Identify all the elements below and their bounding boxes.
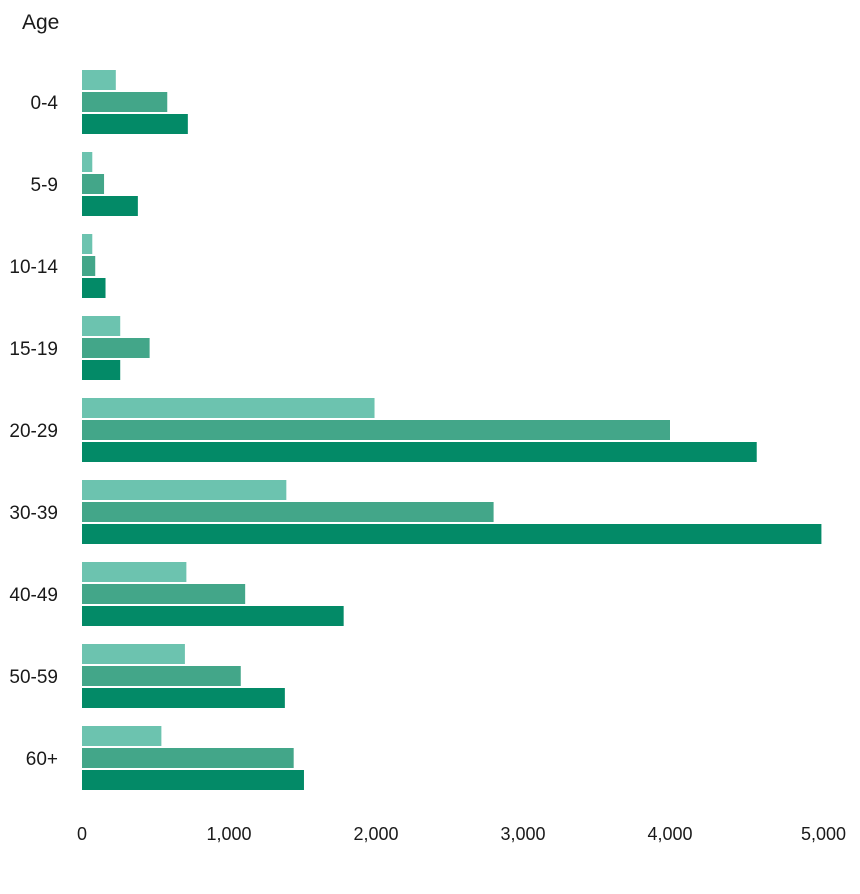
bar-60+-series-1 bbox=[82, 726, 162, 746]
x-tick-label: 1,000 bbox=[206, 824, 251, 844]
bar-10-14-series-2 bbox=[82, 256, 96, 276]
bar-40-49-series-3 bbox=[82, 606, 344, 626]
category-labels: 0-4 5-9 10-14 15-19 20-29 30-39 40-49 50-59 60+ bbox=[9, 93, 58, 770]
category-label: 0-4 bbox=[31, 93, 59, 114]
bar-10-14-series-1 bbox=[82, 234, 93, 254]
bar-10-14-series-3 bbox=[82, 278, 106, 298]
category-label: 20-29 bbox=[9, 421, 58, 442]
bar-20-29-series-1 bbox=[82, 398, 375, 418]
bar-15-19-series-3 bbox=[82, 360, 121, 380]
bar-20-29-series-3 bbox=[82, 442, 757, 462]
bar-0-4-series-3 bbox=[82, 114, 188, 134]
bar-50-59-series-3 bbox=[82, 688, 285, 708]
bar-5-9-series-3 bbox=[82, 196, 138, 216]
bar-50-59-series-2 bbox=[82, 666, 241, 686]
category-label: 50-59 bbox=[9, 667, 58, 688]
category-label: 40-49 bbox=[9, 585, 58, 606]
bar-30-39-series-3 bbox=[82, 524, 822, 544]
category-label: 10-14 bbox=[9, 257, 58, 278]
x-tick-label: 3,000 bbox=[500, 824, 545, 844]
x-tick-label: 5,000 bbox=[801, 824, 846, 844]
category-label: 60+ bbox=[26, 749, 58, 770]
category-label: 5-9 bbox=[31, 175, 58, 196]
y-axis-title: Age bbox=[22, 11, 59, 34]
bar-50-59-series-1 bbox=[82, 644, 185, 664]
x-tick-label: 4,000 bbox=[647, 824, 692, 844]
bar-15-19-series-1 bbox=[82, 316, 121, 336]
bar-40-49-series-2 bbox=[82, 584, 246, 604]
bars-group bbox=[82, 70, 822, 790]
bar-0-4-series-1 bbox=[82, 70, 116, 90]
category-label: 30-39 bbox=[9, 503, 58, 524]
bar-20-29-series-2 bbox=[82, 420, 670, 440]
bar-40-49-series-1 bbox=[82, 562, 187, 582]
bar-0-4-series-2 bbox=[82, 92, 168, 112]
x-axis-ticks: 0 1,000 2,000 3,000 4,000 5,000 bbox=[77, 824, 846, 844]
x-tick-label: 0 bbox=[77, 824, 87, 844]
bar-5-9-series-2 bbox=[82, 174, 105, 194]
bar-30-39-series-1 bbox=[82, 480, 287, 500]
bar-5-9-series-1 bbox=[82, 152, 93, 172]
bar-60+-series-2 bbox=[82, 748, 294, 768]
x-tick-label: 2,000 bbox=[353, 824, 398, 844]
bar-30-39-series-2 bbox=[82, 502, 494, 522]
category-label: 15-19 bbox=[9, 339, 58, 360]
bar-60+-series-3 bbox=[82, 770, 304, 790]
bar-15-19-series-2 bbox=[82, 338, 150, 358]
